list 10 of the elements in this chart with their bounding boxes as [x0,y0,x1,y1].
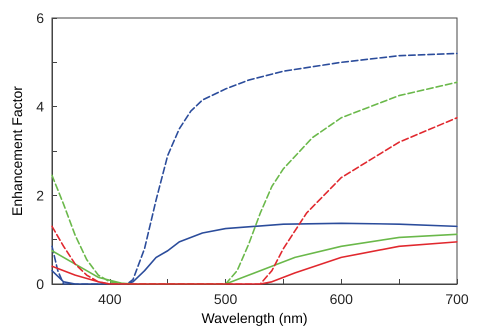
y-tick-label: 2 [36,187,44,204]
x-tick-label: 600 [330,291,354,307]
y-tick-label: 4 [36,98,44,115]
x-axis-title: Wavelength (nm) [201,310,308,326]
x-tick-label: 400 [98,291,122,307]
y-tick-label: 0 [36,276,44,292]
x-tick-label: 500 [214,291,238,307]
y-tick-label: 6 [36,10,44,26]
y-axis-title: Enhancement Factor [9,86,25,216]
x-tick-label: 700 [445,291,469,307]
